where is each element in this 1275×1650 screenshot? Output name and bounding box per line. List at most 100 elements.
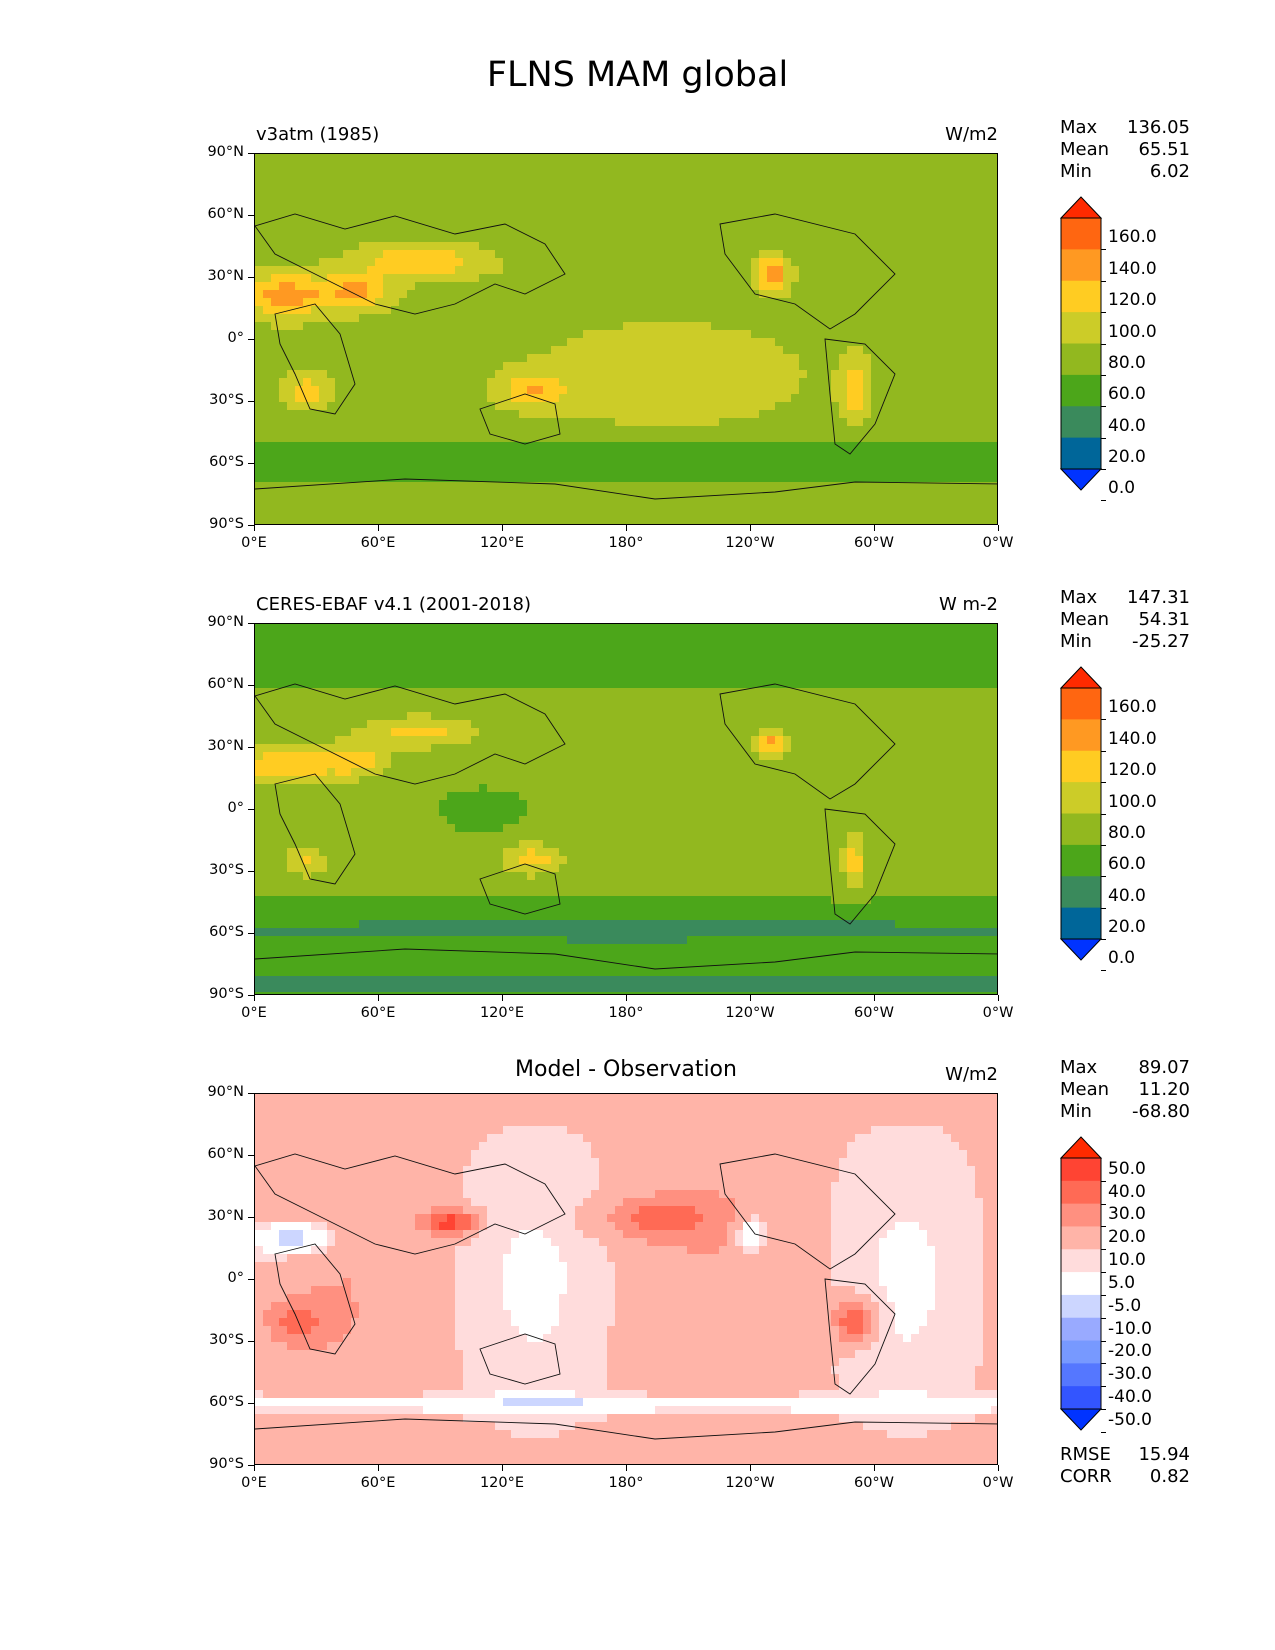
colorbar-label: 0.0: [1108, 948, 1136, 969]
colorbar-label: 20.0: [1108, 1227, 1146, 1248]
colorbar-segment: [1061, 1340, 1101, 1364]
lon-tick-label: 0°E: [241, 1005, 267, 1021]
lat-tick: [248, 809, 254, 810]
colorbar-segment: [1061, 312, 1101, 344]
lon-tick: [502, 995, 503, 1001]
lon-tick-label: 60°W: [853, 1005, 895, 1021]
lat-tick: [248, 401, 254, 402]
lat-tick: [248, 933, 254, 934]
lat-tick: [248, 995, 254, 996]
lat-tick-label: 90°N: [207, 614, 244, 630]
lon-tick-label: 60°E: [360, 535, 396, 551]
lon-tick-label: 0°W: [982, 535, 1014, 551]
colorbar-graphic: [1060, 1136, 1103, 1431]
lon-tick: [626, 995, 627, 1001]
colorbar-label: 100.0: [1108, 321, 1157, 342]
units-label: W m-2: [938, 594, 998, 615]
lat-tick: [248, 871, 254, 872]
lon-tick-label: 60°W: [853, 1475, 895, 1491]
stat-max: Max 89.07: [1060, 1057, 1190, 1078]
coastline: [479, 393, 561, 445]
coastline: [255, 1153, 566, 1255]
colorbar-label: 120.0: [1108, 760, 1157, 781]
lon-tick-label: 0°W: [982, 1005, 1014, 1021]
colorbar-label: -40.0: [1108, 1387, 1152, 1407]
colorbar-label: 20.0: [1108, 447, 1146, 467]
colorbar-label: 60.0: [1108, 854, 1146, 875]
colorbar-extend-min: [1060, 1408, 1103, 1431]
lat-tick-label: 30°S: [209, 392, 244, 408]
colorbar-segment: [1061, 1203, 1101, 1227]
colorbar-label: 40.0: [1108, 415, 1146, 436]
colorbar-label: 80.0: [1108, 352, 1146, 373]
colorbar-segment: [1061, 249, 1101, 282]
stat-rmse: RMSE 15.94: [1060, 1444, 1190, 1465]
coastline: [274, 773, 356, 885]
lon-tick: [874, 995, 875, 1001]
lon-tick: [502, 525, 503, 531]
colorbar: 50.0 40.0 30.0 20.0 10.0 5.0 -5.0 -10.0 -20.0 -30…: [1060, 1136, 1152, 1433]
lon-tick-label: 60°E: [360, 1005, 396, 1021]
coastline: [479, 1333, 561, 1385]
colorbar-segment: [1061, 876, 1101, 909]
colorbar-segment: [1061, 1180, 1101, 1205]
map-diff: [254, 1093, 998, 1465]
lon-tick: [254, 1465, 255, 1471]
lon-tick-label: 180°: [608, 1005, 644, 1021]
colorbar-label: 80.0: [1108, 822, 1146, 843]
lon-tick: [254, 525, 255, 531]
colorbar-segment: [1061, 374, 1101, 407]
coastline: [274, 303, 356, 415]
lat-tick: [248, 463, 254, 464]
colorbar-extend-min: [1060, 468, 1103, 491]
colorbar-segment: [1061, 1317, 1101, 1342]
panel-title: Model - Observation: [515, 1057, 737, 1082]
colorbar-label: 40.0: [1108, 1181, 1146, 1202]
colorbar-segment: [1061, 688, 1101, 720]
lat-tick: [248, 1465, 254, 1466]
lon-tick-label: 120°E: [479, 535, 525, 551]
coastline: [255, 213, 566, 315]
lat-tick-label: 90°S: [209, 986, 244, 1002]
lon-tick: [998, 995, 999, 1001]
colorbar-label: 10.0: [1108, 1250, 1146, 1271]
coastline: [255, 683, 566, 785]
colorbar-label: 140.0: [1108, 258, 1157, 279]
lat-tick-label: 60°N: [207, 1146, 244, 1162]
lat-tick-label: 0°: [227, 330, 244, 346]
lat-tick: [248, 1155, 254, 1156]
lat-tick: [248, 1341, 254, 1342]
colorbar-segment: [1061, 1294, 1101, 1319]
stat-min: Min -68.80: [1060, 1101, 1190, 1122]
colorbar-label: 120.0: [1108, 290, 1157, 311]
stat-mean: Mean 54.31: [1060, 609, 1190, 630]
lat-tick: [248, 277, 254, 278]
lat-tick: [248, 1093, 254, 1094]
lat-tick: [248, 1279, 254, 1280]
lat-tick: [248, 215, 254, 216]
lon-tick: [750, 525, 751, 531]
stat-max: Max 147.31: [1060, 587, 1190, 608]
lon-tick: [998, 1465, 999, 1471]
lon-tick: [750, 1465, 751, 1471]
colorbar-extend-min: [1060, 938, 1103, 961]
figure-title: FLNS MAM global: [486, 55, 789, 95]
colorbar-label: 40.0: [1108, 885, 1146, 906]
colorbar-segment: [1061, 280, 1101, 313]
colorbar: 160.0 140.0 120.0 100.0 80.0 60.0 40.0 20.0 0.0: [1060, 666, 1157, 972]
colorbar-label: 160.0: [1108, 227, 1157, 248]
lon-tick: [502, 1465, 503, 1471]
lat-tick-label: 30°S: [209, 1332, 244, 1348]
lon-tick-label: 0°W: [982, 1475, 1014, 1491]
stat-min: Min 6.02: [1060, 161, 1190, 182]
colorbar-segment: [1061, 218, 1101, 250]
colorbar-segment: [1061, 343, 1101, 376]
lat-tick-label: 60°S: [209, 454, 244, 470]
coastline: [255, 478, 997, 500]
coastline: [719, 683, 896, 800]
lat-tick-label: 0°: [227, 800, 244, 816]
colorbar: 160.0 140.0 120.0 100.0 80.0 60.0 40.0 20.0 0.0: [1060, 196, 1157, 502]
lon-tick: [750, 995, 751, 1001]
lat-tick: [248, 153, 254, 154]
skill-box: RMSE 15.94 CORR 0.82: [1060, 1444, 1190, 1488]
